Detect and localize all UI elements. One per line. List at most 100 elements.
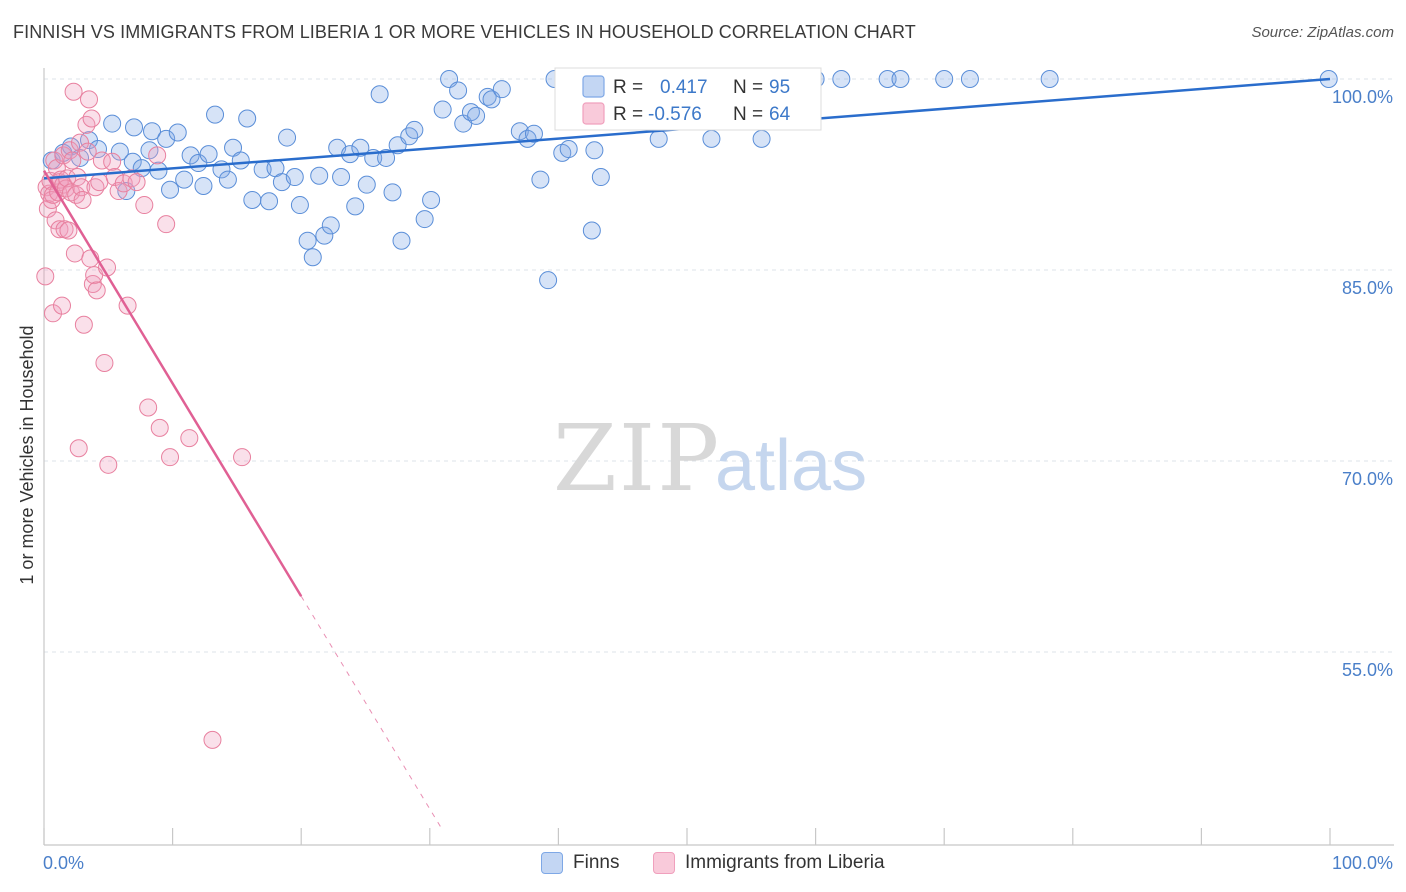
finns-point-90 bbox=[891, 70, 910, 88]
finns-point-53 bbox=[392, 231, 411, 250]
finns-point-63 bbox=[467, 106, 486, 125]
finns-point-19 bbox=[181, 146, 200, 165]
finns-point-22 bbox=[199, 145, 218, 164]
finns-point-28 bbox=[238, 109, 257, 128]
liberia-point-62 bbox=[203, 730, 222, 749]
legend-r-value-finns: 0.417 bbox=[660, 77, 708, 98]
finns-point-88 bbox=[832, 70, 851, 88]
liberia-point-22 bbox=[60, 141, 79, 160]
finns-point-35 bbox=[285, 168, 304, 187]
liberia-point-35 bbox=[78, 142, 97, 161]
liberia-trend-line-extension bbox=[300, 595, 444, 831]
finns-point-15 bbox=[157, 129, 176, 148]
finns-point-27 bbox=[231, 151, 250, 170]
liberia-point-56 bbox=[139, 398, 158, 417]
finns-point-47 bbox=[357, 175, 376, 194]
watermark-atlas: atlas bbox=[715, 426, 867, 506]
finns-point-50 bbox=[377, 148, 396, 167]
x-tick-label-1: 100.0% bbox=[1332, 853, 1393, 873]
liberia-point-21 bbox=[59, 221, 78, 240]
liberia-point-0 bbox=[36, 267, 55, 286]
liberia-point-60 bbox=[161, 448, 180, 467]
finns-point-6 bbox=[103, 114, 122, 133]
liberia-point-6 bbox=[44, 304, 63, 323]
finns-point-41 bbox=[321, 216, 340, 235]
legend-label-finns: Finns bbox=[573, 852, 620, 873]
finns-point-58 bbox=[433, 100, 452, 119]
finns-point-40 bbox=[315, 226, 334, 245]
x-tick-label-0: 0.0% bbox=[43, 853, 84, 873]
finns-point-10 bbox=[125, 118, 144, 137]
finns-point-5 bbox=[89, 140, 108, 159]
liberia-point-47 bbox=[99, 455, 118, 474]
finns-point-51 bbox=[383, 183, 402, 202]
finns-point-36 bbox=[290, 196, 309, 215]
liberia-point-32 bbox=[73, 190, 92, 209]
legend-r-label-liberia: R = bbox=[613, 104, 643, 125]
legend-label-liberia: Immigrants from Liberia bbox=[685, 852, 885, 873]
legend-r-label-finns: R = bbox=[613, 77, 643, 98]
finns-point-13 bbox=[143, 122, 162, 141]
liberia-trend-line bbox=[42, 170, 303, 597]
watermark: ZIP atlas bbox=[553, 405, 867, 512]
y-tick-label-1: 70.0% bbox=[1342, 469, 1393, 489]
finns-point-69 bbox=[524, 124, 543, 143]
liberia-point-48 bbox=[103, 152, 122, 171]
y-tick-label-2: 85.0% bbox=[1342, 278, 1393, 298]
finns-point-71 bbox=[539, 271, 558, 290]
finns-point-74 bbox=[559, 140, 578, 159]
liberia-point-45 bbox=[95, 353, 114, 372]
liberia-point-33 bbox=[74, 315, 93, 334]
finns-point-43 bbox=[332, 168, 351, 187]
liberia-point-43 bbox=[90, 173, 109, 192]
liberia-point-13 bbox=[50, 220, 69, 239]
liberia-point-42 bbox=[87, 281, 106, 300]
y-tick-labels: 55.0% 70.0% 85.0% 100.0% bbox=[1332, 87, 1393, 680]
finns-point-18 bbox=[175, 170, 194, 189]
finns-point-60 bbox=[449, 81, 468, 100]
finns-point-91 bbox=[935, 70, 954, 88]
finns-point-92 bbox=[960, 70, 979, 88]
liberia-point-54 bbox=[127, 173, 146, 192]
legend-n-value-finns: 95 bbox=[769, 77, 790, 98]
series-legend: Finns Immigrants from Liberia bbox=[0, 852, 1406, 878]
finns-point-67 bbox=[510, 122, 529, 141]
finns-point-57 bbox=[422, 190, 441, 209]
chart-title: FINNISH VS IMMIGRANTS FROM LIBERIA 1 OR … bbox=[13, 22, 916, 42]
chart-source: Source: ZipAtlas.com bbox=[1251, 24, 1394, 41]
legend-swatch-finns bbox=[582, 75, 605, 98]
legend-item-finns: Finns bbox=[541, 852, 619, 874]
stats-legend: R = 0.417 N = 95 R = -0.576 N = 64 bbox=[554, 67, 822, 131]
finns-point-77 bbox=[585, 141, 604, 160]
liberia-point-63 bbox=[233, 448, 252, 467]
y-tick-label-0: 55.0% bbox=[1342, 660, 1393, 680]
finns-point-45 bbox=[346, 197, 365, 216]
x-tick-labels: 0.0% 100.0% bbox=[43, 853, 1393, 873]
finns-point-49 bbox=[370, 85, 389, 104]
legend-n-value-liberia: 64 bbox=[769, 104, 791, 125]
watermark-zip: ZIP bbox=[553, 405, 721, 512]
y-tick-label-3: 100.0% bbox=[1332, 87, 1393, 107]
liberia-point-15 bbox=[53, 296, 72, 315]
liberia-point-58 bbox=[150, 418, 169, 437]
legend-r-value-liberia: -0.576 bbox=[648, 104, 702, 125]
finns-point-93 bbox=[1040, 70, 1059, 88]
liberia-point-25 bbox=[64, 82, 83, 101]
finns-point-78 bbox=[591, 168, 610, 187]
finns-point-39 bbox=[310, 166, 329, 185]
finns-point-29 bbox=[243, 190, 262, 209]
liberia-point-26 bbox=[65, 244, 84, 263]
liberia-point-55 bbox=[135, 196, 154, 215]
y-axis-label: 1 or more Vehicles in Household bbox=[17, 325, 37, 584]
finns-point-17 bbox=[168, 123, 187, 142]
finns-point-56 bbox=[415, 210, 434, 229]
legend-n-label-finns: N = bbox=[733, 77, 763, 98]
finns-point-37 bbox=[298, 231, 317, 250]
finns-point-46 bbox=[351, 138, 370, 157]
liberia-point-38 bbox=[82, 109, 101, 128]
finns-point-16 bbox=[161, 180, 180, 199]
legend-n-label-liberia: N = bbox=[733, 104, 763, 125]
legend-swatch-liberia bbox=[582, 102, 605, 125]
finns-point-25 bbox=[218, 170, 237, 189]
